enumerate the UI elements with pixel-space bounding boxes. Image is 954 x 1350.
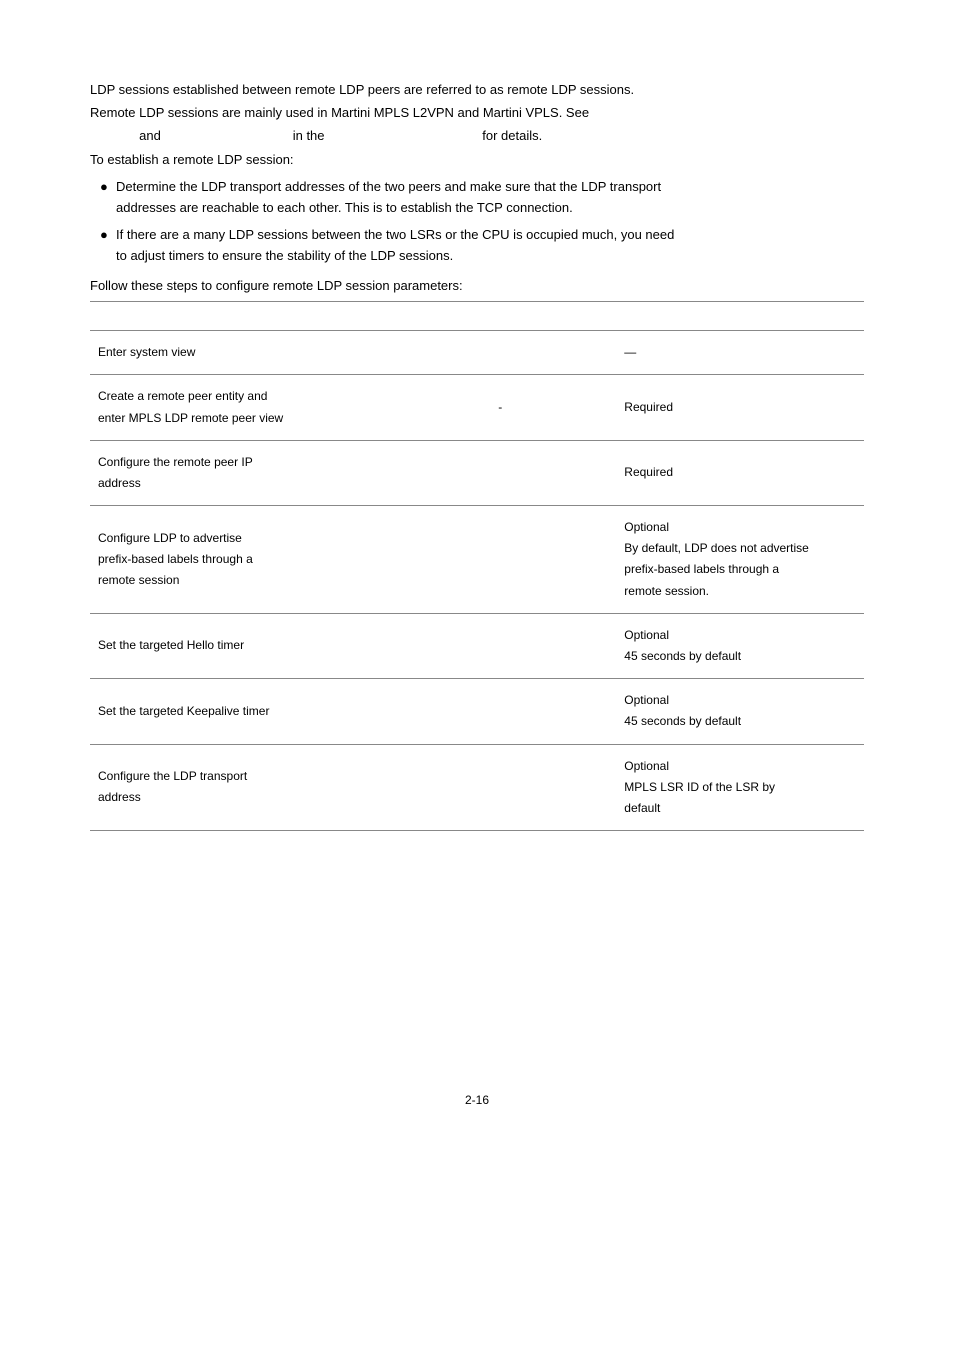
cell-line: Optional — [624, 626, 856, 645]
cell-line: Configure the remote peer IP — [98, 453, 376, 472]
table-row: Configure LDP to advertise prefix-based l… — [90, 506, 864, 614]
cell-line: remote session — [98, 571, 376, 590]
bullet-list: ● Determine the LDP transport addresses … — [90, 177, 864, 266]
table-cell-command: - — [384, 375, 616, 440]
cell-line: prefix-based labels through a — [624, 560, 856, 579]
table-row: Enter system view — — [90, 331, 864, 375]
table-cell-todo: Configure the LDP transport address — [90, 744, 384, 831]
table-row: Create a remote peer entity and enter MPL… — [90, 375, 864, 440]
cell-line: Create a remote peer entity and — [98, 387, 376, 406]
cell-line: Set the targeted Keepalive timer — [98, 702, 376, 721]
bullet-dot-icon: ● — [90, 225, 116, 267]
table-cell-remarks: — — [616, 331, 864, 375]
table-cell-command — [384, 744, 616, 831]
table-cell-remarks: Optional 45 seconds by default — [616, 679, 864, 744]
table-cell-todo: Set the targeted Hello timer — [90, 613, 384, 678]
table-row: Configure the remote peer IP address Requi… — [90, 440, 864, 505]
table-cell-remarks: Required — [616, 440, 864, 505]
table-cell-remarks: Optional MPLS LSR ID of the LSR by default — [616, 744, 864, 831]
cell-line: enter MPLS LDP remote peer view — [98, 409, 376, 428]
bullet-dot-icon: ● — [90, 177, 116, 219]
table-cell-todo: Configure LDP to advertise prefix-based l… — [90, 506, 384, 614]
table-cell-command — [384, 506, 616, 614]
intro-p1-inthe: in the — [214, 126, 404, 147]
table-cell-todo: Configure the remote peer IP address — [90, 440, 384, 505]
cell-line: Required — [624, 463, 856, 482]
cell-line: address — [98, 788, 376, 807]
intro-p1-line2: Remote LDP sessions are mainly used in M… — [90, 105, 589, 120]
cell-line: default — [624, 799, 856, 818]
bullet-text: If there are a many LDP sessions between… — [116, 225, 864, 267]
table-cell-todo: Set the targeted Keepalive timer — [90, 679, 384, 744]
table-cell-command — [384, 613, 616, 678]
intro-p2-text: To establish a remote LDP session: — [90, 152, 294, 167]
cell-line: Enter system view — [98, 343, 376, 362]
bullet-item: ● Determine the LDP transport addresses … — [90, 177, 864, 219]
bullet-item: ● If there are a many LDP sessions betwe… — [90, 225, 864, 267]
bullet-0-line2: addresses are reachable to each other. T… — [116, 200, 573, 215]
table-row: Set the targeted Keepalive timer Optional… — [90, 679, 864, 744]
cell-line: prefix-based labels through a — [98, 550, 376, 569]
table-cell-command — [384, 440, 616, 505]
intro-p1-details: for details. — [407, 126, 617, 147]
config-table: Enter system view — Create a remote peer e… — [90, 301, 864, 831]
cell-line: Required — [624, 398, 856, 417]
cell-line: Set the targeted Hello timer — [98, 636, 376, 655]
page-number-text: 2-16 — [465, 1093, 489, 1107]
table-cell-remarks: Required — [616, 375, 864, 440]
table-cell-remarks: Optional By default, LDP does not adverti… — [616, 506, 864, 614]
intro-p1-and: and — [90, 126, 210, 147]
cell-line: remote session. — [624, 582, 856, 601]
bullet-text: Determine the LDP transport addresses of… — [116, 177, 864, 219]
table-header-cell — [384, 302, 616, 331]
table-row: Set the targeted Hello timer Optional 45 s… — [90, 613, 864, 678]
cell-line: 45 seconds by default — [624, 712, 856, 731]
table-cell-command — [384, 331, 616, 375]
intro-paragraph-2: To establish a remote LDP session: — [90, 150, 864, 171]
cell-line: address — [98, 474, 376, 493]
table-header-cell — [90, 302, 384, 331]
table-intro: Follow these steps to configure remote L… — [90, 276, 864, 297]
bullet-1-line1: If there are a many LDP sessions between… — [116, 225, 674, 246]
cell-line: Optional — [624, 757, 856, 776]
cell-line: Optional — [624, 518, 856, 537]
cell-line: — — [624, 343, 856, 362]
cell-line: Optional — [624, 691, 856, 710]
table-header-cell — [616, 302, 864, 331]
intro-paragraph-1: LDP sessions established between remote … — [90, 80, 864, 146]
bullet-0-line1: Determine the LDP transport addresses of… — [116, 177, 661, 198]
bullet-1-line2: to adjust timers to ensure the stability… — [116, 248, 453, 263]
table-cell-remarks: Optional 45 seconds by default — [616, 613, 864, 678]
table-header-row — [90, 302, 864, 331]
cell-line: MPLS LSR ID of the LSR by — [624, 778, 856, 797]
table-row: Configure the LDP transport address Option… — [90, 744, 864, 831]
page-number: 2-16 — [90, 1091, 864, 1110]
intro-p1-line1: LDP sessions established between remote … — [90, 80, 634, 101]
table-cell-todo: Enter system view — [90, 331, 384, 375]
cell-line: Configure the LDP transport — [98, 767, 376, 786]
cell-line: Configure LDP to advertise — [98, 529, 376, 548]
table-intro-text: Follow these steps to configure remote L… — [90, 278, 463, 293]
table-cell-command — [384, 679, 616, 744]
table-cell-todo: Create a remote peer entity and enter MPL… — [90, 375, 384, 440]
cell-line: 45 seconds by default — [624, 647, 856, 666]
cell-line: By default, LDP does not advertise — [624, 539, 856, 558]
